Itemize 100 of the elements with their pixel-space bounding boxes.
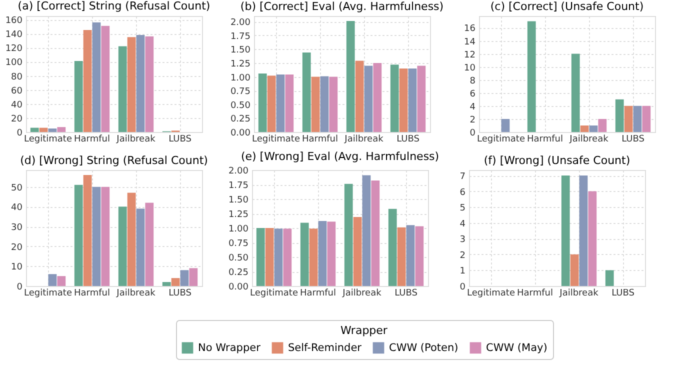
bar <box>373 62 382 132</box>
x-tick-label: Jailbreak <box>344 134 384 144</box>
bar <box>346 20 355 132</box>
y-tick-label: 20 <box>11 242 23 253</box>
y-tick-label: 120 <box>5 44 23 54</box>
y-tick-label: 1.00 <box>228 224 249 234</box>
bar <box>171 278 180 286</box>
y-tick-label: 6 <box>470 89 476 100</box>
legend-title: Wrapper <box>340 324 388 337</box>
bar <box>390 64 399 132</box>
x-tick-label: LUBS <box>168 134 192 144</box>
x-tick-label: LUBS <box>394 288 418 298</box>
y-tick-label: 80 <box>11 72 23 82</box>
bar <box>74 60 83 132</box>
bar <box>355 60 364 132</box>
bar <box>302 52 311 132</box>
bar <box>589 125 598 132</box>
y-tick-label: 160 <box>5 16 23 26</box>
bar <box>362 175 371 286</box>
bar <box>283 228 292 286</box>
y-tick-label: 8 <box>470 76 476 86</box>
x-tick-label: Jailbreak <box>558 288 600 298</box>
legend-label: CWW (May) <box>486 342 548 354</box>
chart-title: (b) [Correct] Eval (Avg. Harmfulness) <box>240 0 444 13</box>
y-tick-label: 1.00 <box>230 73 251 84</box>
y-tick-label: 0.75 <box>230 87 250 98</box>
x-tick-label: Harmful <box>74 134 110 144</box>
legend-label: Self-Reminder <box>288 342 362 354</box>
y-tick-label: 1.75 <box>230 32 250 42</box>
bar <box>83 174 92 286</box>
x-tick-label: Harmful <box>302 134 338 144</box>
x-tick-label: Harmful <box>74 288 110 298</box>
chart-title: (c) [Correct] (Unsafe Count) <box>490 0 644 13</box>
bar <box>274 228 283 286</box>
x-tick-label: Legitimate <box>24 134 72 144</box>
y-tick-label: 0.00 <box>228 282 249 292</box>
bar <box>598 118 607 132</box>
y-tick-label: 10 <box>464 63 476 74</box>
y-tick-label: 0.25 <box>228 268 248 278</box>
bar <box>624 106 633 132</box>
y-tick-label: 1 <box>460 266 466 277</box>
bar <box>364 66 373 132</box>
x-tick-label: Harmful <box>300 288 336 298</box>
bar <box>318 221 327 286</box>
y-tick-label: 30 <box>11 223 23 234</box>
y-tick-label: 1.75 <box>228 181 248 191</box>
bar <box>633 106 642 132</box>
bar <box>265 228 274 286</box>
bar <box>127 37 136 132</box>
bar <box>399 68 408 132</box>
y-tick-label: 1.25 <box>228 210 248 220</box>
y-tick-label: 2.00 <box>228 166 249 176</box>
bar <box>101 26 110 132</box>
bar <box>256 228 265 286</box>
x-tick-label: Legitimate <box>477 134 526 144</box>
y-tick-label: 60 <box>11 86 23 96</box>
bar <box>408 68 417 132</box>
y-tick-label: 3 <box>460 235 466 246</box>
x-tick-label: LUBS <box>622 134 645 144</box>
bar <box>92 186 101 286</box>
legend-label: No Wrapper <box>198 342 262 354</box>
y-tick-label: 0.50 <box>230 100 251 111</box>
y-tick-label: 1.50 <box>230 46 251 56</box>
y-tick-label: 14 <box>464 37 476 48</box>
bar <box>127 192 136 286</box>
x-tick-label: Jailbreak <box>568 134 610 144</box>
y-tick-label: 2.00 <box>230 18 251 28</box>
bar <box>327 222 336 286</box>
bar <box>136 208 145 286</box>
bar <box>74 184 83 286</box>
bar <box>353 216 362 286</box>
y-tick-label: 12 <box>464 50 476 60</box>
bar <box>83 30 92 132</box>
bar <box>311 76 320 132</box>
bar <box>162 282 171 286</box>
bar <box>642 106 651 132</box>
bar <box>571 54 580 132</box>
bar <box>48 128 57 132</box>
y-tick-label: 1.50 <box>228 196 249 206</box>
x-tick-label: Legitimate <box>467 288 516 298</box>
bar <box>136 34 145 132</box>
bar <box>309 228 318 286</box>
chart-title: (a) [Correct] String (Refusal Count) <box>18 0 210 13</box>
bar <box>118 46 127 132</box>
y-tick-label: 10 <box>11 262 23 273</box>
bar <box>570 254 579 286</box>
bar <box>180 270 189 286</box>
y-tick-label: 16 <box>464 24 476 34</box>
chart-title: (f) [Wrong] (Unsafe Count) <box>484 154 630 167</box>
x-tick-label: Jailbreak <box>116 134 156 144</box>
y-tick-label: 140 <box>5 30 23 40</box>
bar <box>30 128 39 132</box>
y-tick-label: 0.25 <box>230 114 250 125</box>
x-tick-label: Harmful <box>527 134 563 144</box>
y-tick-label: 1.25 <box>230 59 250 70</box>
bar <box>189 268 198 286</box>
bar <box>39 128 48 132</box>
y-tick-label: 20 <box>11 114 23 124</box>
bar <box>580 125 589 132</box>
bar <box>605 270 614 286</box>
